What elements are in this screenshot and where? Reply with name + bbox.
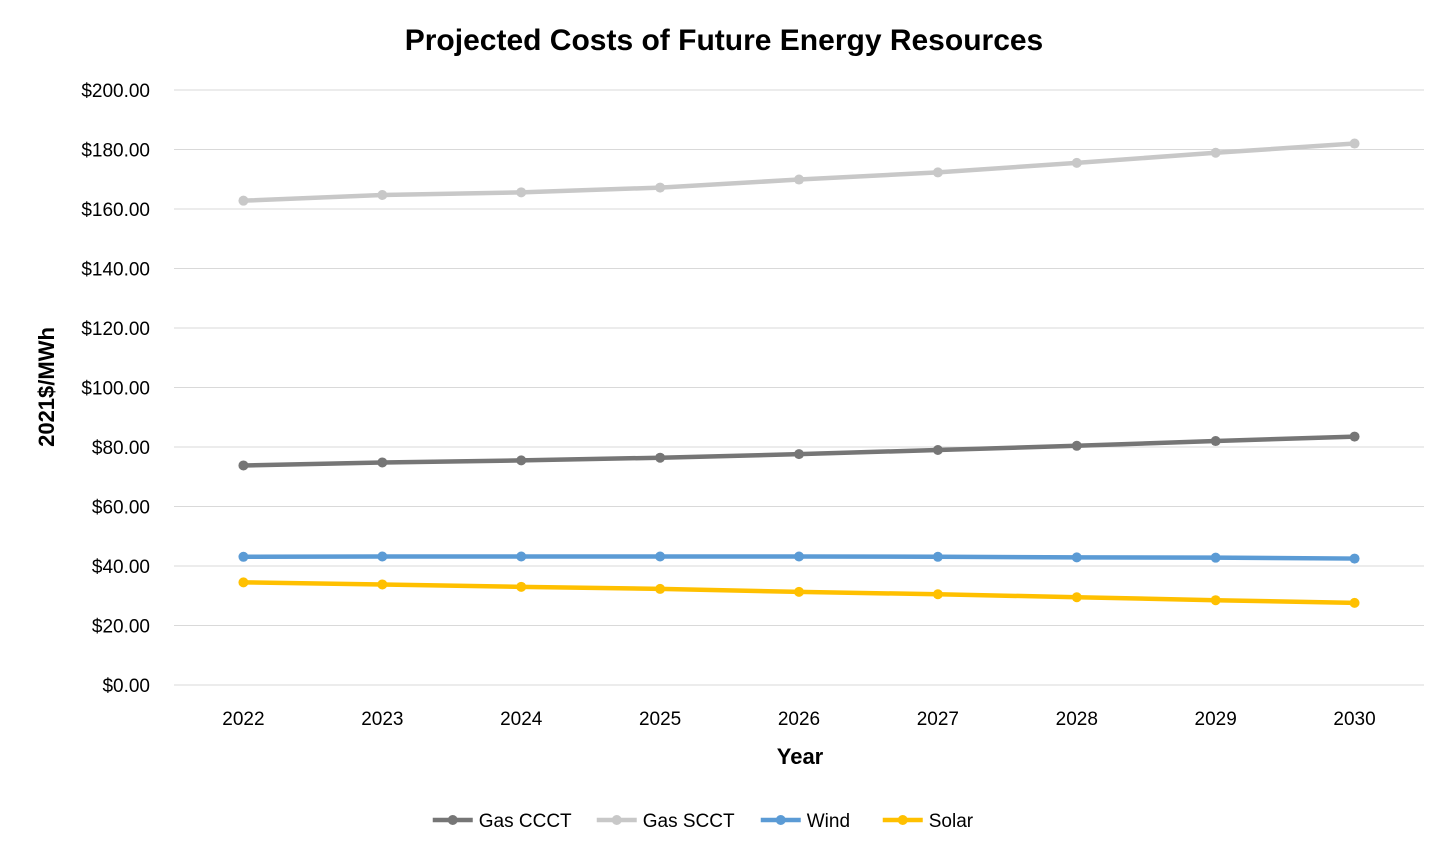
y-tick-label: $60.00 <box>92 498 150 519</box>
x-tick-label: 2030 <box>1333 709 1375 730</box>
legend-label: Gas CCCT <box>479 811 572 832</box>
data-point-solar <box>1349 597 1360 608</box>
y-tick-label: $140.00 <box>81 260 150 281</box>
data-point-solar <box>1071 592 1082 603</box>
data-point-wind <box>238 551 249 562</box>
data-point-gas-scct <box>516 187 527 198</box>
series-solar <box>238 577 1360 608</box>
data-point-solar <box>377 579 388 590</box>
legend: Gas CCCT Gas SCCT Wind Solar <box>432 811 974 832</box>
series-gas-scct <box>238 138 1360 206</box>
data-point-wind <box>794 551 804 562</box>
chart-title: Projected Costs of Future Energy Resourc… <box>405 24 1044 57</box>
y-tick-label: $160.00 <box>81 200 150 221</box>
data-point-solar <box>794 586 804 597</box>
x-tick-label: 2024 <box>500 709 543 730</box>
series-line-gas-scct <box>241 141 1357 203</box>
y-axis-ticks: $0.00 $20.00 $40.00 $60.00 $80.00 $100.00 $120… <box>81 81 150 697</box>
data-point-gas-ccct <box>516 455 527 466</box>
data-point-wind <box>516 551 527 562</box>
data-point-gas-ccct <box>932 444 943 455</box>
data-point-gas-scct <box>794 174 804 185</box>
legend-item-gas-ccct: Gas CCCT <box>432 811 572 832</box>
y-tick-label: $0.00 <box>102 676 150 697</box>
y-axis-title: 2021$/MWh <box>34 327 59 447</box>
x-axis-title: Year <box>777 744 824 769</box>
legend-marker <box>775 815 786 825</box>
data-point-gas-scct <box>1071 157 1082 168</box>
data-point-solar <box>655 583 666 594</box>
x-tick-label: 2027 <box>917 709 959 730</box>
legend-label: Gas SCCT <box>643 811 735 832</box>
x-tick-label: 2022 <box>222 709 264 730</box>
data-point-wind <box>655 551 666 562</box>
legend-item-gas-scct: Gas SCCT <box>596 811 735 832</box>
data-point-wind <box>377 551 388 562</box>
data-point-gas-ccct <box>238 460 249 471</box>
data-point-gas-ccct <box>377 457 388 468</box>
data-point-gas-ccct <box>1210 436 1221 447</box>
x-tick-label: 2025 <box>639 709 681 730</box>
y-tick-label: $40.00 <box>92 557 150 578</box>
data-point-wind <box>932 551 943 562</box>
data-point-wind <box>1349 553 1360 564</box>
x-tick-label: 2026 <box>778 709 820 730</box>
x-axis-ticks: 2022 2023 2024 2025 2026 2027 2028 2029 2030 <box>222 709 1375 730</box>
legend-label: Wind <box>807 811 850 832</box>
data-point-gas-scct <box>377 190 388 201</box>
y-tick-label: $120.00 <box>81 319 150 340</box>
data-point-solar <box>1210 595 1221 606</box>
x-tick-label: 2029 <box>1195 709 1237 730</box>
data-point-gas-scct <box>1349 138 1360 149</box>
x-tick-label: 2028 <box>1056 709 1098 730</box>
legend-marker <box>447 815 458 825</box>
y-tick-label: $100.00 <box>81 379 150 400</box>
legend-item-wind: Wind <box>760 811 850 832</box>
data-point-gas-scct <box>655 182 666 193</box>
x-tick-label: 2023 <box>361 709 403 730</box>
y-tick-label: $20.00 <box>92 617 150 638</box>
series-gas-ccct <box>238 431 1360 471</box>
data-point-gas-scct <box>1210 147 1221 158</box>
series-wind <box>238 551 1360 564</box>
y-tick-label: $80.00 <box>92 438 150 459</box>
data-point-gas-ccct <box>655 452 666 463</box>
legend-item-solar: Solar <box>882 811 974 832</box>
y-tick-label: $200.00 <box>81 81 150 102</box>
legend-marker <box>897 815 908 825</box>
data-point-gas-ccct <box>794 449 804 460</box>
data-point-solar <box>516 581 527 592</box>
data-point-gas-scct <box>932 167 943 178</box>
data-point-gas-scct <box>238 195 249 206</box>
data-point-gas-ccct <box>1349 431 1360 442</box>
legend-label: Solar <box>929 811 974 832</box>
data-point-wind <box>1071 552 1082 563</box>
data-point-gas-ccct <box>1071 440 1082 451</box>
legend-marker <box>611 815 622 825</box>
series-lines <box>238 138 1360 608</box>
data-point-solar <box>932 589 943 600</box>
data-point-wind <box>1210 552 1221 563</box>
data-point-solar <box>238 577 249 588</box>
y-tick-label: $180.00 <box>81 141 150 162</box>
